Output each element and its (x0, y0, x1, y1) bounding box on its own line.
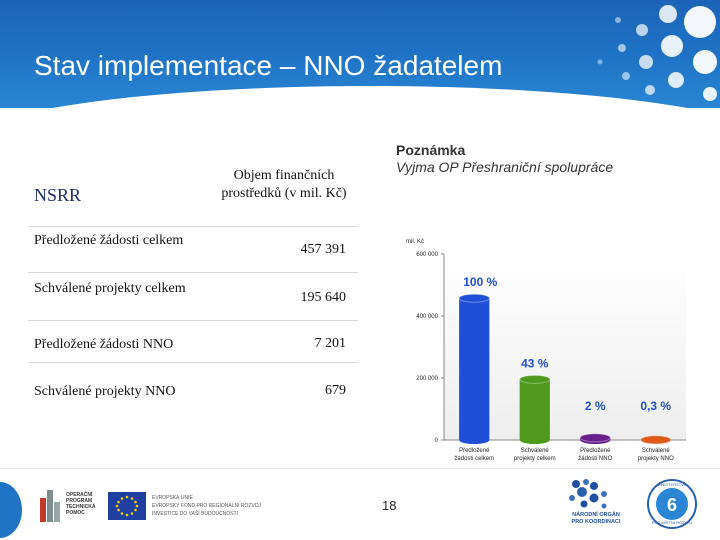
note-text: Vyjma OP Přeshraniční spolupráce (396, 159, 614, 175)
row-value: 679 (325, 383, 346, 398)
note: Poznámka Vyjma OP Přeshraniční spoluprác… (396, 142, 696, 176)
bar-top (640, 435, 672, 445)
row-label: Schválené projekty celkem (34, 281, 186, 296)
op-tp-icon (40, 490, 60, 522)
data-label: 100 % (463, 275, 497, 289)
y-tick-label: 600 000 (416, 252, 438, 258)
category-label: žádosti NNO (578, 456, 612, 462)
logo-text: PRO MÍSTNÍ ROZVOJ (651, 520, 693, 525)
logo-text: EVROPSKÁ UNIE (152, 495, 193, 501)
y-axis-unit: mil. Kč (406, 239, 424, 245)
category-label: žádosti celkem (454, 456, 494, 462)
table-divider (28, 226, 358, 227)
row-value: 195 640 (300, 290, 347, 305)
category-label: projekty NNO (638, 456, 674, 462)
logo-text: POMOC (66, 510, 85, 516)
bar-base (459, 436, 490, 444)
logo-text: NÁRODNÍ ORGÁN (572, 512, 620, 518)
table-divider (28, 362, 358, 363)
row-label: Předložené žádosti NNO (34, 337, 174, 352)
nok-dots-icon (569, 479, 607, 509)
eu-flag-icon (108, 492, 146, 520)
page-number: 18 (382, 498, 397, 513)
row-label: Předložené žádosti celkem (34, 233, 184, 248)
bar-top (519, 374, 551, 384)
category-label: Předložené (580, 448, 611, 454)
nok-logo: NÁRODNÍ ORGÁN PRO KOORDINACI (552, 476, 632, 528)
op-tp-logo: OPERAČNÍ PROGRAM TECHNICKÁ POMOC (40, 490, 100, 522)
mmr-seal-icon: 6 (647, 479, 697, 529)
logo-text: EVROPSKÝ FOND PRO REGIONÁLNÍ ROZVOJ (152, 503, 262, 509)
column-header: Objem finančních prostředků (v mil. Kč) (221, 168, 347, 201)
note-title: Poznámka (396, 142, 466, 158)
footer-arc (0, 482, 22, 538)
y-tick-label: 0 (435, 438, 439, 444)
row-label: Schválené projekty NNO (34, 384, 176, 399)
data-label: 2 % (585, 399, 606, 413)
row-value: 7 201 (314, 336, 347, 351)
mmr-logo: 6 MINISTERSTVO PRO MÍSTNÍ ROZVOJ (642, 478, 702, 530)
logo-text: MINISTERSTVO (656, 482, 687, 487)
decorative-dots (597, 5, 717, 101)
row-value: 457 391 (300, 242, 347, 257)
bar-top (458, 293, 490, 303)
bar (519, 379, 550, 440)
section-label: NSRR (34, 185, 82, 205)
bar (459, 298, 490, 440)
slide-title: Stav implementace – NNO žadatelem (34, 50, 503, 81)
table-divider (28, 272, 358, 273)
logo-text: OPERAČNÍ (66, 492, 93, 498)
eu-logo: EVROPSKÁ UNIE EVROPSKÝ FOND PRO REGIONÁL… (108, 492, 262, 522)
data-label: 43 % (521, 356, 549, 370)
y-tick-label: 400 000 (416, 314, 438, 320)
svg-text:6: 6 (667, 495, 677, 515)
category-label: Schválené (521, 448, 550, 454)
category-label: Předložené (459, 448, 490, 454)
logo-text: PROGRAM (66, 498, 93, 504)
slide-header: Stav implementace – NNO žadatelem (0, 0, 720, 108)
category-label: projekty celkem (514, 456, 556, 462)
y-tick-label: 200 000 (416, 376, 438, 382)
footer-divider (0, 468, 720, 469)
bar-base (519, 436, 550, 444)
bar-chart: mil. Kč 0 200 000 400 000 600 000 100 % Předlo… (406, 239, 686, 462)
logo-text: PRO KOORDINACI (571, 519, 621, 525)
logo-text: TECHNICKÁ (66, 504, 96, 510)
data-label: 0,3 % (640, 399, 671, 413)
bar-top (579, 433, 611, 443)
table-divider (28, 320, 358, 321)
category-label: Schválené (642, 448, 671, 454)
logo-text: INVESTICE DO VAŠÍ BUDOUCNOSTI (152, 511, 239, 517)
